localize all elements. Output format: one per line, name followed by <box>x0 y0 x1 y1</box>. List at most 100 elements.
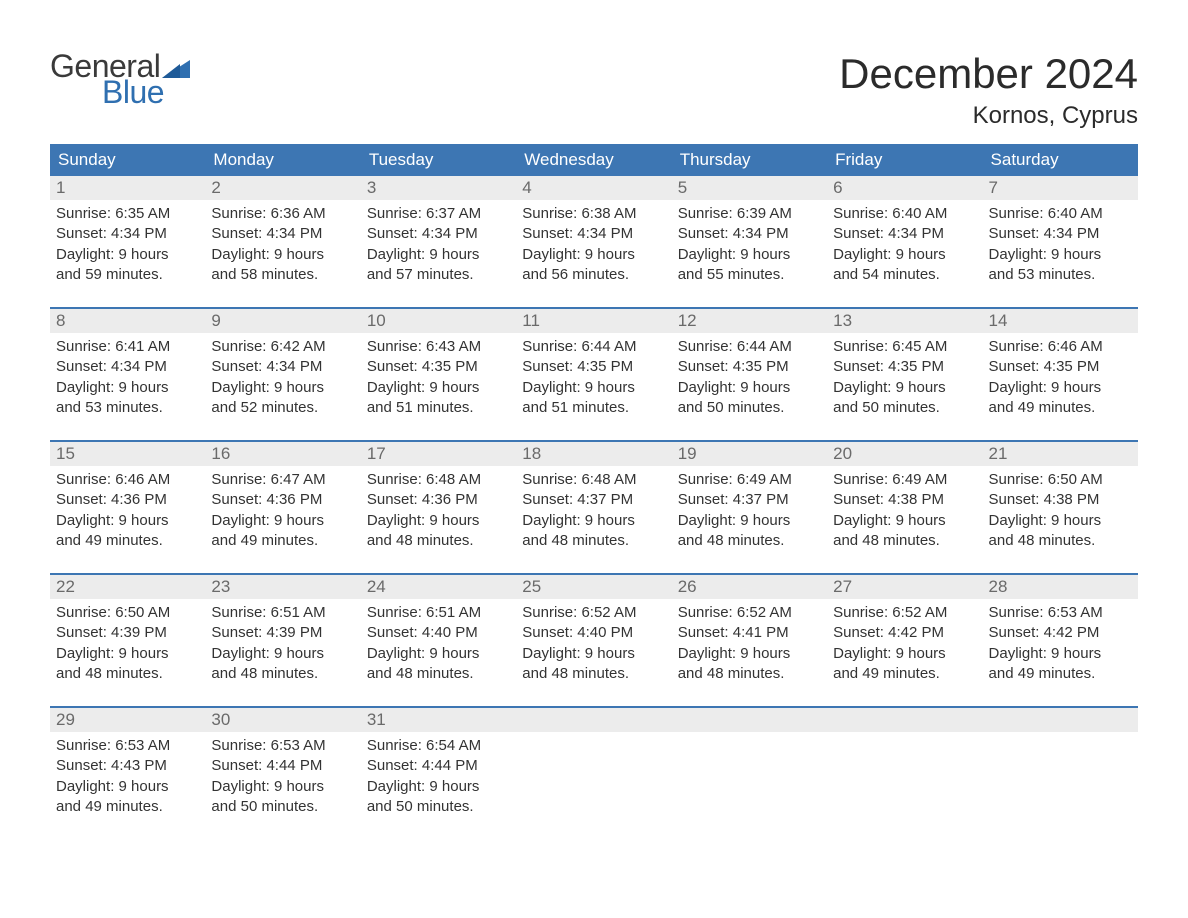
daylight-line-2: and 55 minutes. <box>678 265 821 285</box>
sunset-line: Sunset: 4:39 PM <box>211 623 354 643</box>
daylight-line-2: and 49 minutes. <box>989 664 1132 684</box>
day-number: 30 <box>205 708 360 732</box>
calendar-day: 7Sunrise: 6:40 AMSunset: 4:34 PMDaylight… <box>983 176 1138 293</box>
day-number: 5 <box>672 176 827 200</box>
daylight-line-1: Daylight: 9 hours <box>56 378 199 398</box>
dow-cell: Monday <box>205 144 360 176</box>
daylight-line-2: and 48 minutes. <box>56 664 199 684</box>
daylight-line-2: and 50 minutes. <box>678 398 821 418</box>
day-number: 10 <box>361 309 516 333</box>
calendar-day: 25Sunrise: 6:52 AMSunset: 4:40 PMDayligh… <box>516 575 671 692</box>
daylight-line-1: Daylight: 9 hours <box>211 378 354 398</box>
calendar-day: 22Sunrise: 6:50 AMSunset: 4:39 PMDayligh… <box>50 575 205 692</box>
sunset-line: Sunset: 4:36 PM <box>211 490 354 510</box>
sunset-line: Sunset: 4:38 PM <box>989 490 1132 510</box>
daylight-line-1: Daylight: 9 hours <box>989 644 1132 664</box>
calendar-day: 31Sunrise: 6:54 AMSunset: 4:44 PMDayligh… <box>361 708 516 825</box>
day-body: Sunrise: 6:37 AMSunset: 4:34 PMDaylight:… <box>361 200 516 285</box>
day-body: Sunrise: 6:43 AMSunset: 4:35 PMDaylight:… <box>361 333 516 418</box>
page-title: December 2024 <box>839 50 1138 98</box>
dow-cell: Thursday <box>672 144 827 176</box>
day-body: Sunrise: 6:49 AMSunset: 4:38 PMDaylight:… <box>827 466 982 551</box>
sunset-line: Sunset: 4:41 PM <box>678 623 821 643</box>
sunrise-line: Sunrise: 6:49 AM <box>678 470 821 490</box>
sunrise-line: Sunrise: 6:53 AM <box>56 736 199 756</box>
sunset-line: Sunset: 4:38 PM <box>833 490 976 510</box>
daylight-line-2: and 49 minutes. <box>833 664 976 684</box>
week-row: 15Sunrise: 6:46 AMSunset: 4:36 PMDayligh… <box>50 440 1138 559</box>
sunrise-line: Sunrise: 6:49 AM <box>833 470 976 490</box>
calendar-day: 17Sunrise: 6:48 AMSunset: 4:36 PMDayligh… <box>361 442 516 559</box>
daylight-line-1: Daylight: 9 hours <box>56 644 199 664</box>
calendar-day: 27Sunrise: 6:52 AMSunset: 4:42 PMDayligh… <box>827 575 982 692</box>
day-number <box>516 708 671 732</box>
day-body: Sunrise: 6:47 AMSunset: 4:36 PMDaylight:… <box>205 466 360 551</box>
day-body: Sunrise: 6:52 AMSunset: 4:42 PMDaylight:… <box>827 599 982 684</box>
weeks-container: 1Sunrise: 6:35 AMSunset: 4:34 PMDaylight… <box>50 176 1138 825</box>
day-number: 6 <box>827 176 982 200</box>
sunset-line: Sunset: 4:35 PM <box>678 357 821 377</box>
day-body: Sunrise: 6:46 AMSunset: 4:35 PMDaylight:… <box>983 333 1138 418</box>
calendar-day: 15Sunrise: 6:46 AMSunset: 4:36 PMDayligh… <box>50 442 205 559</box>
calendar-day: 14Sunrise: 6:46 AMSunset: 4:35 PMDayligh… <box>983 309 1138 426</box>
calendar-day: 26Sunrise: 6:52 AMSunset: 4:41 PMDayligh… <box>672 575 827 692</box>
calendar-day: 2Sunrise: 6:36 AMSunset: 4:34 PMDaylight… <box>205 176 360 293</box>
daylight-line-1: Daylight: 9 hours <box>367 511 510 531</box>
sunset-line: Sunset: 4:34 PM <box>56 224 199 244</box>
day-number: 12 <box>672 309 827 333</box>
day-body: Sunrise: 6:40 AMSunset: 4:34 PMDaylight:… <box>827 200 982 285</box>
sunset-line: Sunset: 4:34 PM <box>211 224 354 244</box>
week-row: 22Sunrise: 6:50 AMSunset: 4:39 PMDayligh… <box>50 573 1138 692</box>
calendar-day: 21Sunrise: 6:50 AMSunset: 4:38 PMDayligh… <box>983 442 1138 559</box>
daylight-line-2: and 48 minutes. <box>833 531 976 551</box>
sunrise-line: Sunrise: 6:50 AM <box>56 603 199 623</box>
week-row: 29Sunrise: 6:53 AMSunset: 4:43 PMDayligh… <box>50 706 1138 825</box>
daylight-line-1: Daylight: 9 hours <box>211 644 354 664</box>
sunset-line: Sunset: 4:42 PM <box>833 623 976 643</box>
daylight-line-1: Daylight: 9 hours <box>833 245 976 265</box>
daylight-line-1: Daylight: 9 hours <box>989 378 1132 398</box>
day-number: 8 <box>50 309 205 333</box>
daylight-line-1: Daylight: 9 hours <box>522 378 665 398</box>
daylight-line-1: Daylight: 9 hours <box>833 644 976 664</box>
sunset-line: Sunset: 4:35 PM <box>833 357 976 377</box>
sunset-line: Sunset: 4:36 PM <box>56 490 199 510</box>
sunset-line: Sunset: 4:43 PM <box>56 756 199 776</box>
day-of-week-header: SundayMondayTuesdayWednesdayThursdayFrid… <box>50 144 1138 176</box>
daylight-line-2: and 57 minutes. <box>367 265 510 285</box>
sunset-line: Sunset: 4:34 PM <box>211 357 354 377</box>
daylight-line-1: Daylight: 9 hours <box>678 245 821 265</box>
sunrise-line: Sunrise: 6:52 AM <box>678 603 821 623</box>
daylight-line-1: Daylight: 9 hours <box>989 245 1132 265</box>
sunset-line: Sunset: 4:34 PM <box>522 224 665 244</box>
calendar: SundayMondayTuesdayWednesdayThursdayFrid… <box>50 144 1138 825</box>
logo: General Blue <box>50 50 190 108</box>
day-number: 25 <box>516 575 671 599</box>
day-body: Sunrise: 6:48 AMSunset: 4:37 PMDaylight:… <box>516 466 671 551</box>
sunset-line: Sunset: 4:40 PM <box>522 623 665 643</box>
sunrise-line: Sunrise: 6:51 AM <box>367 603 510 623</box>
sunrise-line: Sunrise: 6:48 AM <box>367 470 510 490</box>
daylight-line-1: Daylight: 9 hours <box>989 511 1132 531</box>
day-number: 9 <box>205 309 360 333</box>
calendar-day: 11Sunrise: 6:44 AMSunset: 4:35 PMDayligh… <box>516 309 671 426</box>
day-body: Sunrise: 6:41 AMSunset: 4:34 PMDaylight:… <box>50 333 205 418</box>
daylight-line-2: and 56 minutes. <box>522 265 665 285</box>
dow-cell: Saturday <box>983 144 1138 176</box>
day-body: Sunrise: 6:38 AMSunset: 4:34 PMDaylight:… <box>516 200 671 285</box>
calendar-day: 5Sunrise: 6:39 AMSunset: 4:34 PMDaylight… <box>672 176 827 293</box>
day-number: 16 <box>205 442 360 466</box>
calendar-day: 19Sunrise: 6:49 AMSunset: 4:37 PMDayligh… <box>672 442 827 559</box>
daylight-line-2: and 50 minutes. <box>211 797 354 817</box>
calendar-day: 23Sunrise: 6:51 AMSunset: 4:39 PMDayligh… <box>205 575 360 692</box>
calendar-day: 13Sunrise: 6:45 AMSunset: 4:35 PMDayligh… <box>827 309 982 426</box>
daylight-line-2: and 49 minutes. <box>989 398 1132 418</box>
daylight-line-2: and 51 minutes. <box>367 398 510 418</box>
sunrise-line: Sunrise: 6:52 AM <box>833 603 976 623</box>
daylight-line-1: Daylight: 9 hours <box>522 511 665 531</box>
sunrise-line: Sunrise: 6:37 AM <box>367 204 510 224</box>
day-body: Sunrise: 6:50 AMSunset: 4:39 PMDaylight:… <box>50 599 205 684</box>
daylight-line-1: Daylight: 9 hours <box>678 378 821 398</box>
sunrise-line: Sunrise: 6:42 AM <box>211 337 354 357</box>
day-body: Sunrise: 6:53 AMSunset: 4:42 PMDaylight:… <box>983 599 1138 684</box>
